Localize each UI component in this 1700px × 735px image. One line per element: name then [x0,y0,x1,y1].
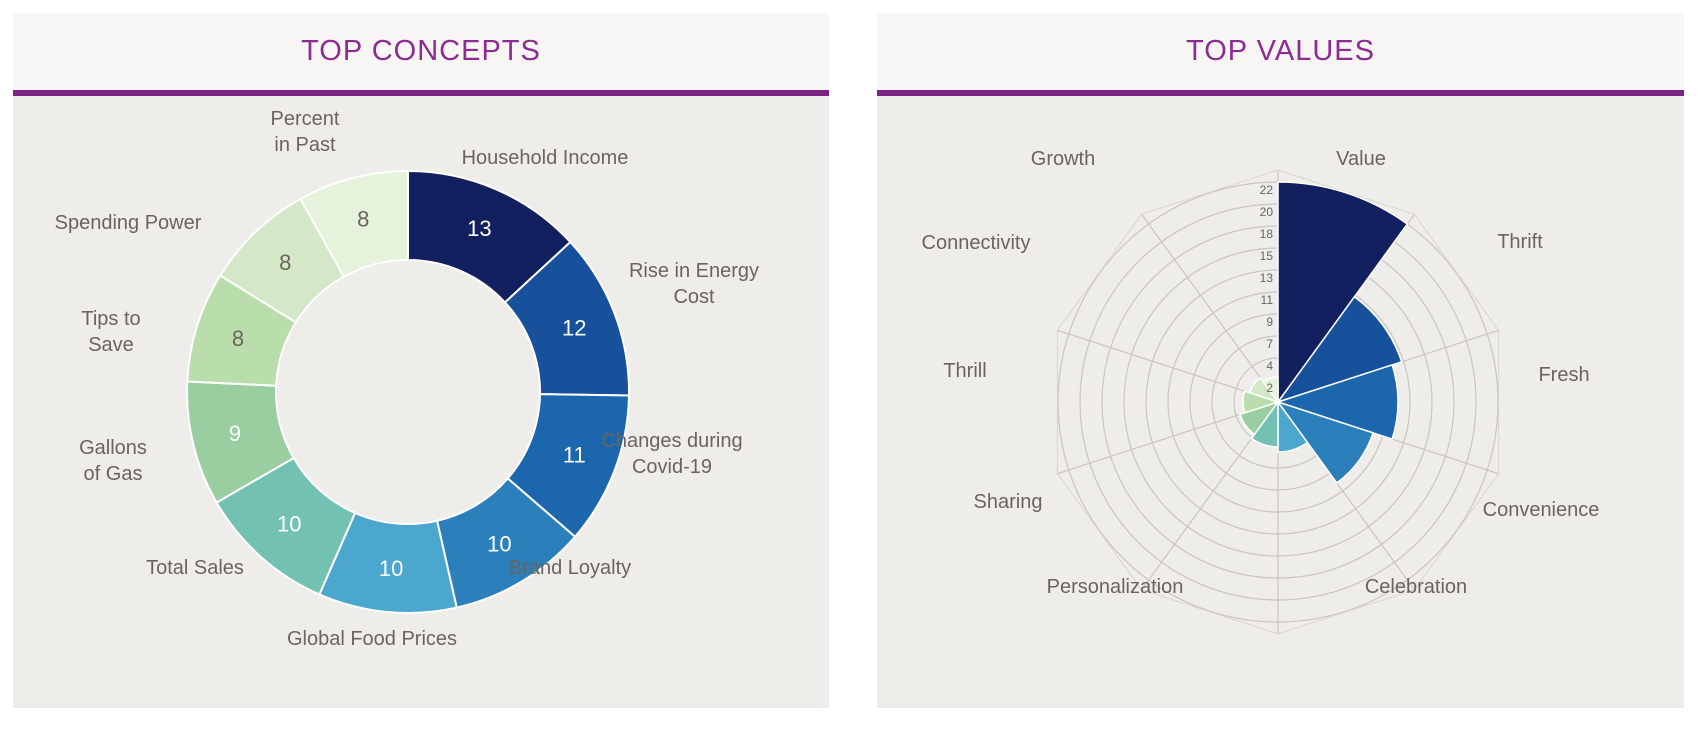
donut-value-global-food-prices: 10 [379,556,403,581]
donut-label-changes-during-covid-19: Covid-19 [632,456,712,478]
donut-label-percent-in-past: in Past [274,134,336,156]
rose-label-sharing: Sharing [974,491,1043,513]
rose-label-convenience: Convenience [1483,499,1600,521]
donut-label-household-income: Household Income [462,147,629,169]
donut-value-tips-to-save: 8 [232,326,244,351]
rose-label-connectivity: Connectivity [922,232,1031,254]
donut-label-tips-to-save: Save [88,334,134,356]
donut-value-household-income: 13 [467,216,491,241]
rose-axis-tick: 7 [1266,337,1273,351]
top-values-panel: TOP VALUES 2 4 7 9 11 13 15 18 20 22 Value Thrift Fr… [877,13,1684,708]
rose-label-thrift: Thrift [1497,231,1543,253]
rose-sector-fresh [1275,363,1399,441]
donut-label-spending-power: Spending Power [55,212,202,234]
rose-sector-connectivity [1248,376,1280,404]
rose-label-personalization: Personalization [1047,576,1184,598]
donut-value-spending-power: 8 [279,250,291,275]
donut-label-brand-loyalty: Brand Loyalty [509,557,631,579]
rose-label-value: Value [1336,148,1386,170]
rose-axis-tick: 20 [1260,205,1274,219]
donut-label-rise-in-energy-cost: Rise in Energy [629,260,759,282]
donut-label-percent-in-past: Percent [271,108,340,130]
rose-label-celebration: Celebration [1365,576,1467,598]
rose-label-fresh: Fresh [1538,364,1589,386]
rose-axis-tick: 4 [1266,359,1273,373]
top-values-header: TOP VALUES [877,13,1684,90]
top-concepts-accent-bar [13,90,829,96]
rose-sector-personalization [1250,399,1279,448]
top-values-accent-bar [877,90,1684,96]
top-concepts-header: TOP CONCEPTS [13,13,829,90]
donut-label-changes-during-covid-19: Changes during [601,430,742,452]
donut-value-rise-in-energy-cost: 12 [562,316,586,341]
donut-segment-percent-in-past [299,169,409,279]
donut-value-percent-in-past: 8 [357,207,369,232]
rose-sector-convenience [1276,400,1375,484]
rose-sector-sharing [1239,400,1280,436]
top-concepts-panel: TOP CONCEPTS 13 Household Income 12 Rise in… [13,13,829,708]
donut-value-changes-during-covid-19: 11 [563,443,586,468]
rose-grid-spoke [1057,329,1279,403]
rose-grid-outline [1056,169,1500,635]
donut-label-total-sales: Total Sales [146,557,244,579]
rose-axis-tick: 2 [1266,381,1273,395]
rose-label-thrill: Thrill [943,360,986,382]
rose-axis-tick: 11 [1261,293,1274,307]
donut-value-total-sales: 10 [277,512,301,537]
rose-sector-value [1277,181,1409,405]
donut-label-global-food-prices: Global Food Prices [287,628,457,650]
rose-sector-growth [1262,376,1279,405]
values-rose-chart: 2 4 7 9 11 13 15 18 20 22 Value Thrift Fresh Convenie… [922,148,1600,635]
donut-label-gallons-of-gas: of Gas [84,463,143,485]
top-values-title: TOP VALUES [1186,35,1375,67]
rose-axis-tick: 13 [1260,271,1274,285]
rose-axis-tick: 22 [1260,183,1274,197]
rose-label-growth: Growth [1031,148,1095,170]
top-concepts-title: TOP CONCEPTS [301,35,541,67]
rose-sector-thrill [1242,390,1281,414]
donut-value-gallons-of-gas: 9 [229,421,241,446]
rose-grid-spoke [1141,213,1279,403]
rose-axis-tick: 9 [1266,315,1273,329]
rose-axis-tick: 18 [1260,227,1274,241]
donut-label-gallons-of-gas: Gallons [79,437,147,459]
top-concepts-body: 13 Household Income 12 Rise in Energy Cost 11… [13,96,829,708]
concepts-donut-chart: 13 Household Income 12 Rise in Energy Cost 11… [55,108,759,650]
top-values-body: 2 4 7 9 11 13 15 18 20 22 Value Thrift Fresh Convenie… [877,96,1684,708]
donut-label-tips-to-save: Tips to [81,308,140,330]
donut-value-brand-loyalty: 10 [487,532,511,557]
rose-axis-tick: 15 [1260,249,1274,263]
rose-sector-thrift [1276,295,1403,404]
donut-label-rise-in-energy-cost: Cost [673,286,715,308]
rose-sector-celebration [1277,399,1309,453]
